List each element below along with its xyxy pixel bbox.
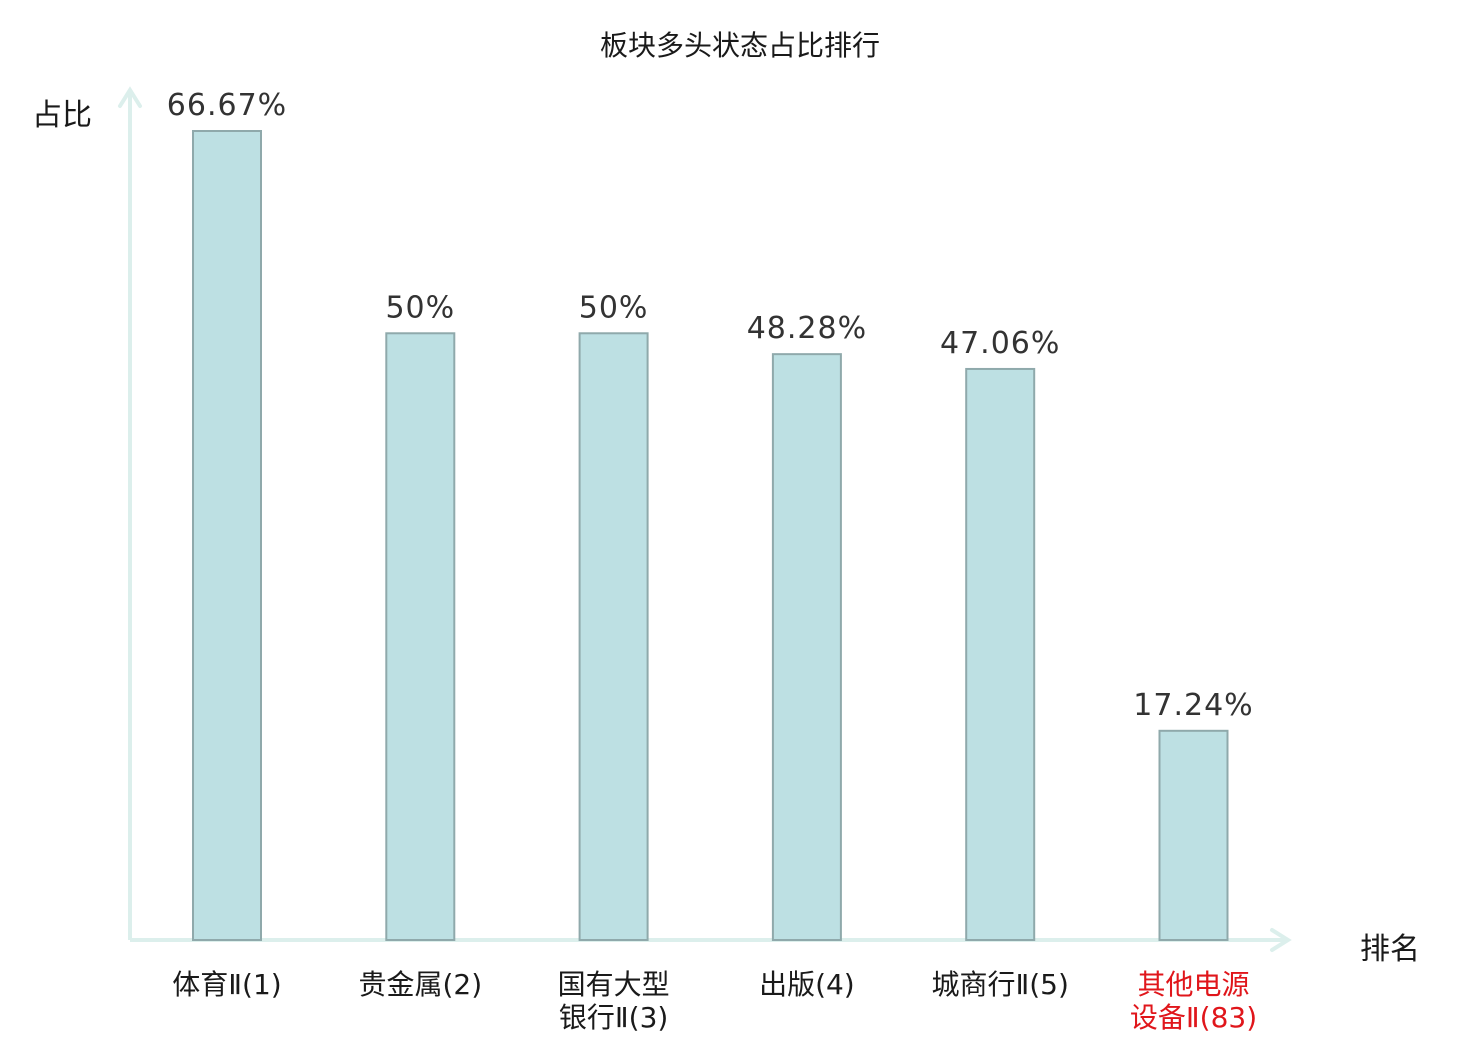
x-axis-arrow-icon xyxy=(1270,928,1292,952)
chart-title: 板块多头状态占比排行 xyxy=(599,29,880,62)
y-axis-arrow-icon xyxy=(118,86,142,108)
bar xyxy=(385,332,456,941)
bar xyxy=(771,353,842,941)
x-tick-label: 设备Ⅱ(83) xyxy=(1130,1001,1257,1034)
data-label: 48.28% xyxy=(747,311,867,346)
x-tick-label: 体育Ⅱ(1) xyxy=(172,968,281,1001)
bar xyxy=(965,367,1036,941)
x-tick-label: 国有大型 xyxy=(558,968,670,1001)
data-label: 66.67% xyxy=(167,88,287,123)
data-label: 17.24% xyxy=(1133,688,1253,723)
x-tick-label: 贵金属(2) xyxy=(358,968,482,1001)
x-axis-label: 排名 xyxy=(1360,932,1420,967)
x-tick-label: 城商行Ⅱ(5) xyxy=(931,968,1068,1001)
x-tick-label: 出版(4) xyxy=(759,968,855,1001)
bar xyxy=(192,130,262,941)
x-tick-label: 银行Ⅱ(3) xyxy=(559,1001,668,1034)
x-tick-label: 其他电源 xyxy=(1137,968,1249,1001)
data-label: 50% xyxy=(385,290,455,325)
bar xyxy=(1158,729,1229,941)
y-axis-label: 占比 xyxy=(32,98,92,133)
bar xyxy=(578,332,649,941)
data-label: 47.06% xyxy=(940,326,1060,361)
data-label: 50% xyxy=(579,290,649,325)
